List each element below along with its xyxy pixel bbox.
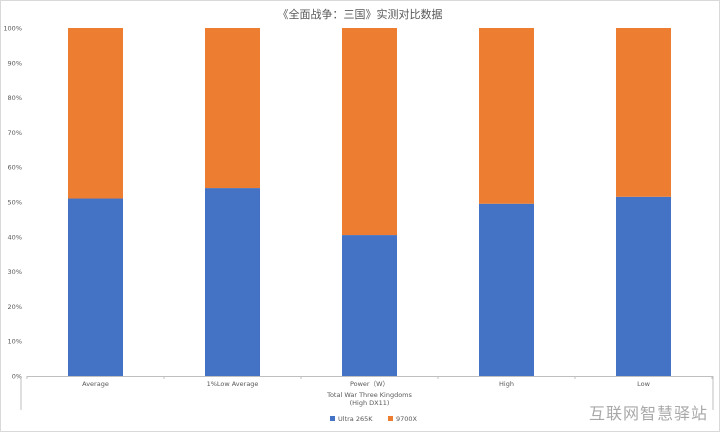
legend-label-2: 9700X bbox=[396, 415, 418, 423]
y-tick-label: 70% bbox=[8, 129, 22, 137]
bar-series1-0 bbox=[68, 198, 123, 376]
watermark: 互联网智慧驿站 bbox=[588, 404, 708, 423]
y-tick-label: 50% bbox=[8, 199, 22, 207]
x-group-label: Total War Three Kingdoms bbox=[326, 391, 412, 399]
x-tick-label: Low bbox=[637, 380, 650, 388]
x-tick-label: Power（W） bbox=[350, 380, 389, 388]
y-tick-label: 10% bbox=[8, 338, 22, 346]
legend-swatch-2 bbox=[388, 416, 393, 421]
y-tick-label: 20% bbox=[8, 303, 22, 311]
y-tick-label: 40% bbox=[8, 233, 22, 241]
x-group-label: (High DX11) bbox=[350, 399, 390, 407]
y-tick-label: 0% bbox=[12, 373, 22, 381]
x-tick-label: Average bbox=[82, 380, 109, 388]
bar-series1-1 bbox=[205, 188, 260, 376]
bar-series2-3 bbox=[479, 28, 534, 204]
legend-swatch-1 bbox=[330, 416, 335, 421]
y-tick-label: 100% bbox=[3, 25, 22, 33]
bar-series2-4 bbox=[616, 28, 671, 197]
bar-series1-4 bbox=[616, 196, 671, 376]
bar-series2-1 bbox=[205, 28, 260, 189]
chart-title: 《全面战争：三国》实测对比数据 bbox=[277, 8, 443, 21]
y-tick-label: 30% bbox=[8, 268, 22, 276]
y-tick-label: 80% bbox=[8, 94, 22, 102]
bar-series2-0 bbox=[68, 28, 123, 199]
bar-series1-3 bbox=[479, 203, 534, 376]
x-tick-label: 1%Low Average bbox=[207, 380, 259, 388]
x-tick-label: High bbox=[499, 380, 514, 388]
y-tick-label: 90% bbox=[8, 59, 22, 67]
legend-label-1: Ultra 265K bbox=[338, 415, 373, 423]
y-tick-label: 60% bbox=[8, 164, 22, 172]
bar-series1-2 bbox=[342, 235, 397, 376]
bar-series2-2 bbox=[342, 28, 397, 236]
